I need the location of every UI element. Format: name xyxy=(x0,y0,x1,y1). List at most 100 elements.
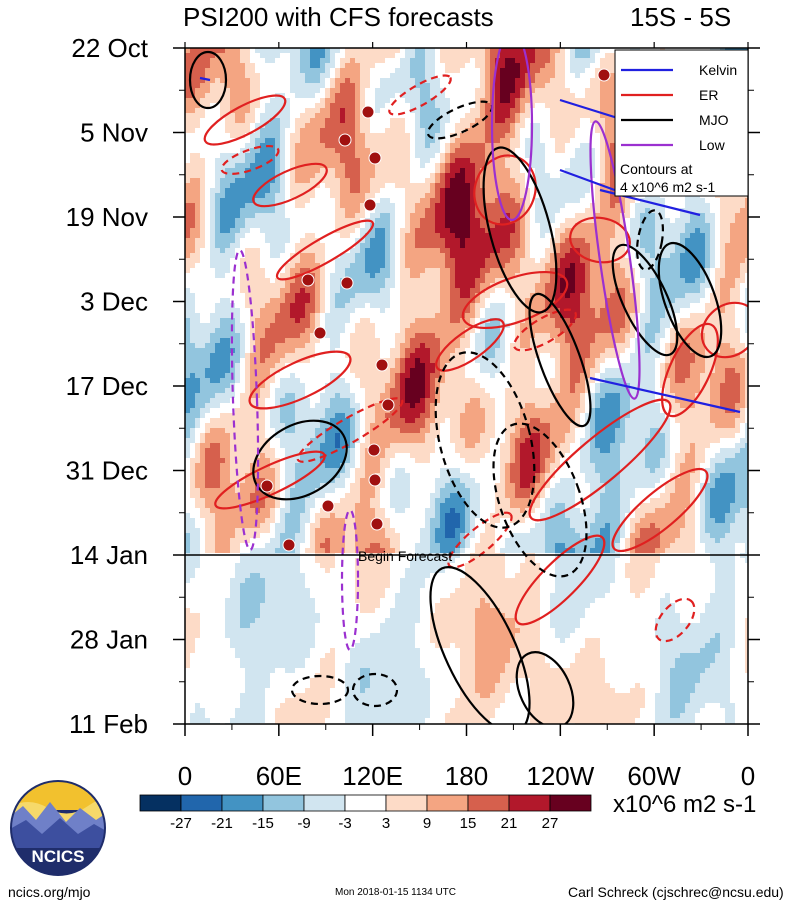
x-tick-label-3: 180 xyxy=(445,761,488,791)
contour-23 xyxy=(434,351,536,529)
contour-5 xyxy=(248,350,352,410)
y-tick-label-3: 3 Dec xyxy=(80,287,148,317)
colorbar-swatch-2 xyxy=(221,794,264,812)
y-tick-label-5: 31 Dec xyxy=(66,456,148,486)
colorbar-swatch-4 xyxy=(303,794,346,812)
chart-subtitle: 15S - 5S xyxy=(630,2,732,32)
colorbar-swatch-9 xyxy=(508,794,551,812)
contour-37 xyxy=(589,120,641,400)
contour-33 xyxy=(657,241,723,359)
storm-symbol-11 xyxy=(260,479,274,493)
contour-18 xyxy=(447,511,513,569)
contour-11 xyxy=(513,308,577,352)
contour-34 xyxy=(230,248,260,552)
colorbar-label-8: 21 xyxy=(501,815,518,832)
colorbar-label-0: -27 xyxy=(170,815,192,832)
colorbar-swatch-0 xyxy=(139,794,182,812)
y-tick-label-8: 11 Feb xyxy=(69,709,148,739)
colorbar-swatch-10 xyxy=(549,794,592,812)
logo-text: NCICS xyxy=(32,847,85,866)
kelvin-contour-3 xyxy=(589,376,741,414)
contour-27 xyxy=(351,672,399,708)
contour-28 xyxy=(429,566,531,724)
y-tick-label-2: 19 Nov xyxy=(66,202,148,232)
contour-8 xyxy=(435,318,505,372)
legend-label-low: Low xyxy=(699,137,726,153)
storm-symbol-8 xyxy=(381,398,395,412)
storm-symbol-12 xyxy=(321,499,335,513)
storm-symbol-14 xyxy=(282,538,296,552)
legend-box xyxy=(614,49,749,197)
legend-note-1: 4 x10^6 m2 s-1 xyxy=(620,179,715,195)
contour-21 xyxy=(528,292,592,428)
legend-note-0: Contours at xyxy=(620,161,692,177)
y-tick-label-4: 17 Dec xyxy=(66,371,148,401)
kelvin-contour-4 xyxy=(199,76,211,82)
contour-31 xyxy=(188,50,228,110)
storm-symbol-0 xyxy=(361,105,375,119)
ncics-logo: NCICS xyxy=(10,780,106,876)
y-tick-label-0: 22 Oct xyxy=(71,33,148,63)
contour-7 xyxy=(214,450,326,510)
colorbar-swatch-6 xyxy=(385,794,428,812)
contour-20 xyxy=(482,146,558,314)
x-tick-label-0: 0 xyxy=(178,761,192,791)
footer-url[interactable]: ncics.org/mjo xyxy=(8,884,91,900)
contour-1 xyxy=(220,144,280,176)
y-tick-label-7: 28 Jan xyxy=(70,625,148,655)
kelvin-contour-1 xyxy=(559,168,621,194)
storm-symbol-10 xyxy=(368,473,382,487)
contour-6 xyxy=(296,397,404,463)
colorbar-label-3: -9 xyxy=(297,815,310,832)
chart-title: PSI200 with CFS forecasts xyxy=(183,2,494,32)
contour-3 xyxy=(275,219,375,281)
storm-symbol-15 xyxy=(597,68,611,82)
y-tick-label-6: 14 Jan xyxy=(70,540,148,570)
storm-symbol-5 xyxy=(340,276,354,290)
x-tick-label-4: 120W xyxy=(526,761,594,791)
colorbar-swatch-8 xyxy=(467,794,510,812)
x-tick-label-1: 60E xyxy=(256,761,302,791)
contour-15 xyxy=(611,467,709,553)
colorbar-label-7: 15 xyxy=(460,815,477,832)
colorbar-label-1: -21 xyxy=(211,815,233,832)
y-tick-label-1: 5 Nov xyxy=(80,118,148,148)
contour-25 xyxy=(252,419,348,501)
storm-symbol-4 xyxy=(301,273,315,287)
storm-symbol-3 xyxy=(363,198,377,212)
legend-label-kelvin: Kelvin xyxy=(699,62,737,78)
legend-label-er: ER xyxy=(699,87,718,103)
footer-timestamp: Mon 2018-01-15 1134 UTC xyxy=(335,887,456,898)
colorbar-label-2: -15 xyxy=(252,815,274,832)
contour-26 xyxy=(290,674,350,706)
contour-0 xyxy=(203,94,287,146)
colorbar-swatch-5 xyxy=(344,794,387,812)
storm-symbol-9 xyxy=(367,443,381,457)
storm-symbol-1 xyxy=(338,133,352,147)
storm-symbol-2 xyxy=(368,151,382,165)
colorbar-swatch-7 xyxy=(426,794,469,812)
colorbar-swatch-1 xyxy=(180,794,223,812)
legend-label-mjo: MJO xyxy=(699,112,729,128)
contour-22 xyxy=(611,243,679,357)
colorbar-label-4: -3 xyxy=(338,815,351,832)
contour-4 xyxy=(388,74,452,116)
contour-32 xyxy=(635,209,665,271)
colorbar-units: x10^6 m2 s-1 xyxy=(613,791,756,818)
contour-14 xyxy=(528,398,672,522)
colorbar-swatch-3 xyxy=(262,794,305,812)
forecast-label: Begin Forecast xyxy=(358,548,452,564)
colorbar-label-9: 27 xyxy=(542,815,559,832)
contour-17 xyxy=(654,597,696,643)
x-tick-label-6: 0 xyxy=(741,761,755,791)
contour-2 xyxy=(252,162,328,208)
x-tick-label-5: 60W xyxy=(627,761,681,791)
contour-24 xyxy=(492,422,588,578)
colorbar-label-6: 9 xyxy=(423,815,431,832)
storm-symbol-6 xyxy=(313,326,327,340)
contour-29 xyxy=(515,651,575,724)
contour-19 xyxy=(700,301,748,359)
contour-35 xyxy=(340,508,360,652)
colorbar-label-5: 3 xyxy=(382,815,390,832)
